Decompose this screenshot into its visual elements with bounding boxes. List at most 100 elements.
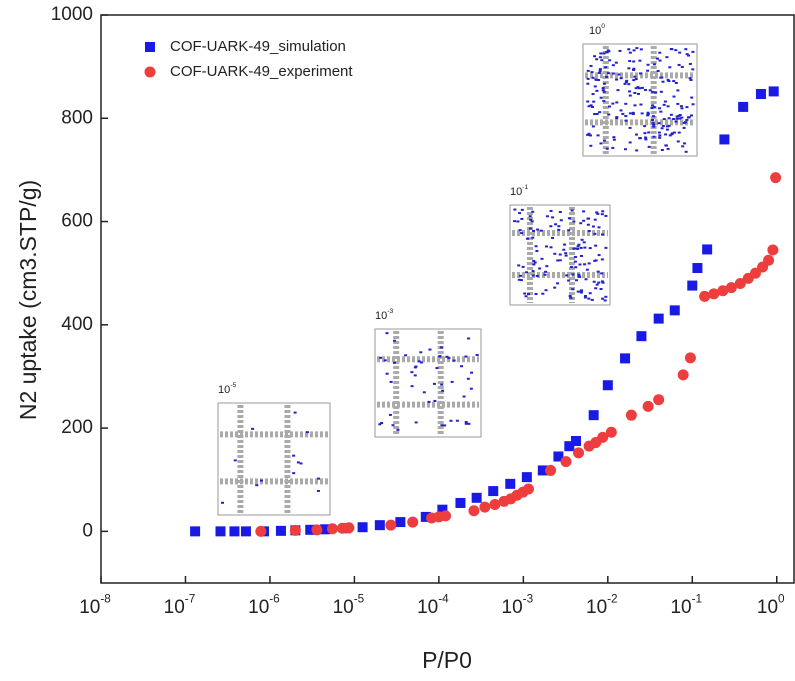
molecule <box>599 288 603 291</box>
data-point <box>669 305 680 316</box>
molecule <box>549 209 553 212</box>
molecule <box>615 101 619 104</box>
molecule <box>519 274 523 277</box>
molecule <box>660 127 664 130</box>
molecule <box>662 118 666 121</box>
molecule <box>597 71 601 74</box>
molecule <box>419 361 423 364</box>
molecule <box>598 68 602 71</box>
plot-frame <box>100 14 795 584</box>
data-point <box>190 526 201 537</box>
molecule <box>563 243 567 246</box>
data-point <box>677 369 689 381</box>
molecule <box>432 382 436 385</box>
data-point <box>468 505 480 517</box>
molecule <box>664 144 668 147</box>
molecule <box>619 77 623 80</box>
molecule <box>668 134 672 137</box>
data-point <box>692 263 703 274</box>
molecule <box>518 229 522 232</box>
molecule <box>681 145 685 148</box>
y-tick-label: 200 <box>61 417 93 438</box>
molecule <box>577 243 581 246</box>
data-point <box>489 499 501 511</box>
molecule <box>680 116 684 119</box>
molecule <box>587 230 591 233</box>
molecule <box>568 295 572 298</box>
molecule <box>607 113 611 116</box>
data-point <box>738 101 749 112</box>
molecule <box>567 217 571 220</box>
molecule <box>427 400 431 403</box>
data-point <box>597 431 609 443</box>
molecule <box>627 48 631 51</box>
molecule <box>385 332 389 335</box>
molecule <box>422 391 426 394</box>
molecule <box>410 385 414 388</box>
inset-label: 10-1 <box>510 184 529 198</box>
molecule <box>616 89 620 92</box>
molecule <box>385 372 389 375</box>
molecule <box>690 96 694 99</box>
molecule <box>469 387 473 390</box>
molecule <box>396 428 400 431</box>
molecule <box>604 246 608 249</box>
data-point <box>767 244 779 256</box>
molecule <box>691 68 695 71</box>
molecule <box>439 346 443 349</box>
molecule <box>599 52 603 55</box>
data-point <box>343 522 355 534</box>
data-point <box>687 280 698 291</box>
molecule <box>643 89 647 92</box>
molecule <box>648 89 652 92</box>
molecule <box>602 82 606 85</box>
molecule <box>588 292 592 295</box>
molecule <box>680 107 684 110</box>
molecule <box>638 59 642 62</box>
molecule <box>628 94 632 97</box>
molecule <box>643 132 647 135</box>
molecule <box>679 105 683 108</box>
x-tick-label: 10-8 <box>79 593 111 618</box>
molecule <box>593 55 597 58</box>
molecule <box>599 142 603 145</box>
molecule <box>588 247 592 250</box>
molecule <box>389 380 393 383</box>
molecule <box>259 479 263 482</box>
data-point <box>215 526 226 537</box>
molecule <box>596 134 600 137</box>
molecule <box>596 212 600 215</box>
data-point <box>620 353 631 364</box>
molecule <box>602 100 606 103</box>
molecule <box>545 265 549 268</box>
molecule <box>525 271 529 274</box>
molecule <box>513 220 517 223</box>
molecule <box>594 244 598 247</box>
molecule <box>586 133 590 136</box>
molecule <box>428 348 432 351</box>
molecule <box>569 296 573 299</box>
molecule <box>383 359 387 362</box>
molecule <box>580 289 584 292</box>
x-tick-label: 10-1 <box>670 593 702 618</box>
molecule <box>656 57 660 60</box>
molecule <box>652 123 656 126</box>
molecule <box>675 115 679 118</box>
molecule <box>685 53 689 56</box>
molecule <box>543 273 547 276</box>
molecule <box>597 281 601 284</box>
molecule <box>292 454 296 457</box>
molecule <box>452 359 456 362</box>
molecule <box>531 210 535 213</box>
molecule <box>661 80 665 83</box>
molecule <box>413 374 417 377</box>
molecule <box>577 273 581 276</box>
data-point <box>564 441 575 452</box>
molecule <box>587 217 591 220</box>
molecule <box>586 82 590 85</box>
molecule <box>669 113 673 116</box>
data-point <box>636 331 647 342</box>
molecule <box>687 116 691 119</box>
molecule <box>520 217 524 220</box>
molecule <box>518 212 522 215</box>
